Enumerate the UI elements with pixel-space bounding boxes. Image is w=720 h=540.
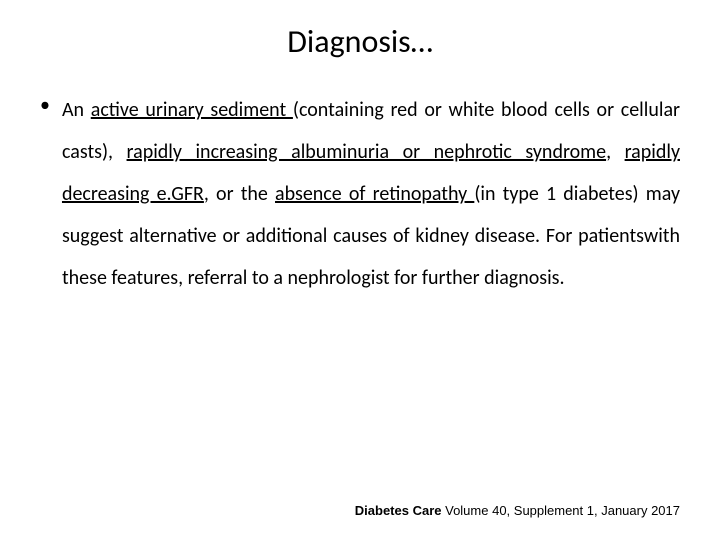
footer-citation: Diabetes Care Volume 40, Supplement 1, J… (355, 503, 680, 518)
text-run: , (606, 140, 625, 164)
text-run: , or the (204, 182, 275, 206)
underlined-text: absence of retinopathy (275, 182, 474, 206)
bullet-marker: • (40, 95, 50, 115)
footer-journal: Diabetes Care (355, 503, 442, 518)
body-paragraph: An active urinary sediment (containing r… (62, 89, 680, 299)
slide-title: Diagnosis… (40, 22, 680, 61)
bullet-item: • An active urinary sediment (containing… (40, 89, 680, 299)
slide: Diagnosis… • An active urinary sediment … (0, 0, 720, 540)
footer-rest: Volume 40, Supplement 1, January 2017 (442, 503, 681, 518)
underlined-text: rapidly increasing albuminuria or nephro… (127, 140, 607, 164)
text-run: An (62, 98, 91, 122)
underlined-text: active urinary sediment (91, 98, 293, 122)
